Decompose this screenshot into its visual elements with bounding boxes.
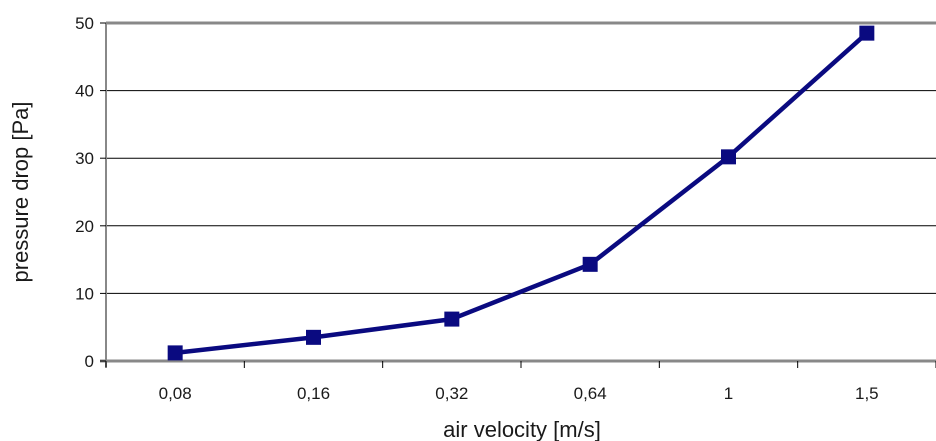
x-axis-title: air velocity [m/s] <box>443 417 601 441</box>
data-point-marker <box>721 149 736 165</box>
y-tick-label: 0 <box>85 352 94 371</box>
gridlines <box>106 21 936 294</box>
data-point-marker <box>306 329 321 345</box>
y-tick-label: 20 <box>75 217 94 236</box>
series-layer <box>167 25 875 361</box>
data-point-marker <box>167 345 183 361</box>
y-tick-label: 40 <box>75 82 94 101</box>
axes <box>100 23 936 367</box>
data-point-marker <box>582 256 598 272</box>
x-tick-label: 0,32 <box>435 384 468 403</box>
plot-area <box>106 23 936 361</box>
y-axis-ticks: 0 10 20 30 40 50 <box>75 14 106 371</box>
plot-background <box>106 23 936 361</box>
series-line <box>174 31 869 356</box>
y-tick-label: 50 <box>75 14 94 33</box>
data-point-marker <box>444 311 460 327</box>
x-tick-label: 0,08 <box>159 384 192 403</box>
x-axis-ticks: 0,08 0,16 0,32 0,64 1 1,5 <box>105 361 936 403</box>
data-point-marker <box>859 25 875 41</box>
x-tick-label: 1,5 <box>855 384 879 403</box>
x-tick-label: 0,16 <box>297 384 330 403</box>
y-tick-label: 30 <box>75 149 94 168</box>
x-tick-label: 0,64 <box>574 384 607 403</box>
x-tick-label: 1 <box>724 384 733 403</box>
y-tick-label: 10 <box>75 284 94 303</box>
y-axis-title: pressure drop [Pa] <box>8 102 33 283</box>
